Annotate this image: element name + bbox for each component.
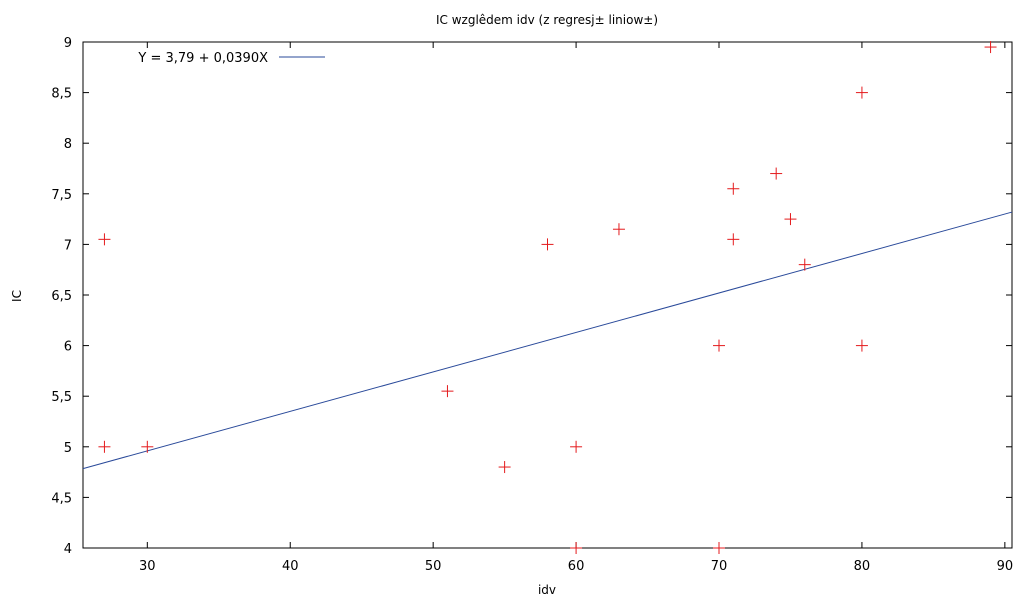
data-point-marker — [984, 41, 997, 54]
data-point-marker — [855, 339, 868, 352]
data-point-marker — [855, 86, 868, 99]
legend: Y = 3,79 + 0,0390X — [137, 51, 325, 66]
x-tick-label: 90 — [997, 559, 1014, 574]
y-tick-label: 4 — [64, 542, 72, 557]
regression-line — [82, 211, 1013, 470]
data-point-marker — [141, 440, 154, 453]
data-point-marker — [612, 223, 625, 236]
y-tick-label: 4,5 — [51, 491, 72, 506]
data-point-marker — [798, 258, 811, 271]
x-tick-label: 50 — [425, 559, 442, 574]
data-point-marker — [713, 339, 726, 352]
legend-label: Y = 3,79 + 0,0390X — [137, 51, 268, 66]
data-point-marker — [727, 182, 740, 195]
plot-frame — [82, 41, 1013, 549]
data-point-marker — [770, 167, 783, 180]
data-point-marker — [498, 461, 511, 474]
data-point-marker — [570, 440, 583, 453]
chart-title: IC wzglêdem idv (z regresj± liniow±) — [436, 13, 658, 27]
y-tick-label: 9 — [64, 36, 72, 51]
data-point-marker — [441, 385, 454, 398]
y-tick-label: 5,5 — [51, 390, 72, 405]
data-point-marker — [713, 542, 726, 554]
data-point-marker — [727, 233, 740, 246]
y-tick-label: 8 — [64, 137, 72, 152]
y-tick-label: 6,5 — [51, 289, 72, 304]
y-axis-label: IC — [10, 290, 24, 302]
y-tick-label: 8,5 — [51, 87, 72, 102]
x-tick-label: 80 — [854, 559, 871, 574]
y-axis-ticks: 4 4,5 5 5,5 6 6,5 7 7,5 8 8,5 9 — [51, 36, 1012, 557]
x-tick-label: 70 — [711, 559, 728, 574]
y-tick-label: 7,5 — [51, 188, 72, 203]
data-point-marker — [98, 440, 111, 453]
data-point-marker — [541, 238, 554, 251]
x-axis-ticks: 30 40 50 60 70 80 90 — [139, 42, 1013, 574]
y-tick-label: 7 — [64, 238, 72, 253]
data-point-marker — [784, 213, 797, 226]
x-tick-label: 60 — [568, 559, 585, 574]
y-tick-label: 5 — [64, 441, 72, 456]
series-layer — [82, 41, 1013, 554]
data-point-marker — [98, 233, 111, 246]
x-tick-label: 40 — [282, 559, 299, 574]
x-axis-label: idv — [538, 583, 556, 597]
data-point-marker — [570, 542, 583, 554]
y-tick-label: 6 — [64, 340, 72, 355]
x-tick-label: 30 — [139, 559, 156, 574]
